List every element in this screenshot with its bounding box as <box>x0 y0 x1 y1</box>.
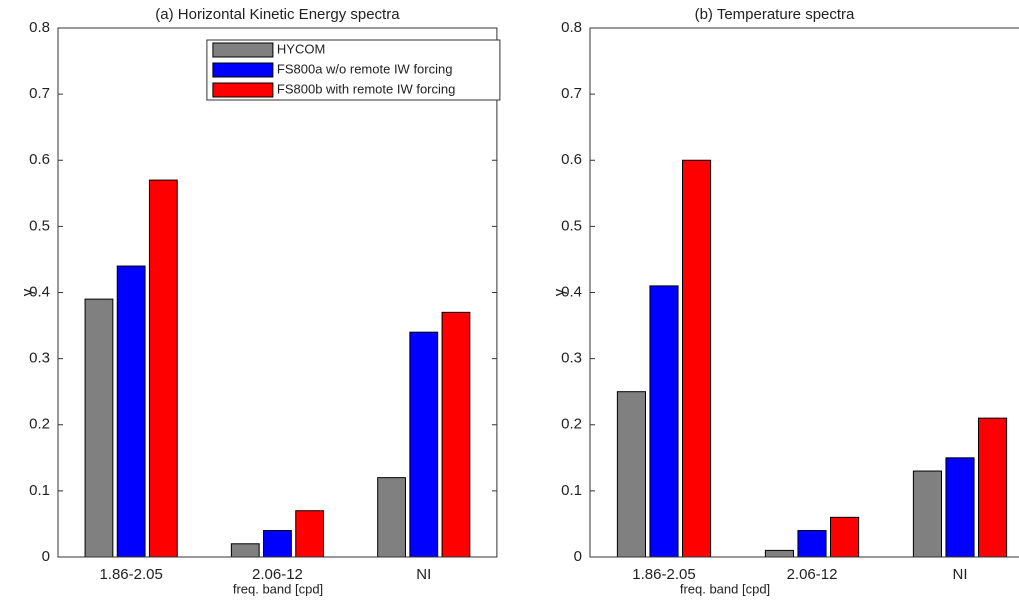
y-tick-label: 0.2 <box>561 416 582 433</box>
y-tick-label: 0.3 <box>561 350 582 367</box>
bar <box>649 285 679 558</box>
legend-label: FS800b with remote IW forcing <box>277 81 455 96</box>
y-tick-label: 0.5 <box>29 217 50 234</box>
x-tick-label: 1.86-2.05 <box>99 566 162 583</box>
bar <box>116 265 146 558</box>
y-tick-label: 0.8 <box>29 19 50 36</box>
bar <box>295 510 325 558</box>
legend-label: HYCOM <box>277 41 325 56</box>
y-tick-label: 0.6 <box>561 151 582 168</box>
y-tick-label: 0.3 <box>29 350 50 367</box>
legend-label: FS800a w/o remote IW forcing <box>277 61 453 76</box>
y-tick-label: 0 <box>574 548 582 565</box>
bar <box>616 391 647 558</box>
x-tick-label: 1.86-2.05 <box>632 566 695 583</box>
axes-frame <box>589 27 1019 558</box>
y-tick-label: 0.4 <box>29 283 50 300</box>
chart-title: (a) Horizontal Kinetic Energy spectra <box>155 6 400 23</box>
bar <box>978 417 1008 558</box>
y-tick-label: 0.7 <box>29 85 50 102</box>
y-tick-label: 0.7 <box>561 85 582 102</box>
x-axis-label: freq. band [cpd] <box>680 581 770 596</box>
chart-panel: (a) Horizontal Kinetic Energy spectra γ fr… <box>19 6 501 596</box>
y-tick-label: 0.5 <box>561 217 582 234</box>
y-axis-label: γ <box>551 288 568 296</box>
legend-swatch <box>212 62 274 78</box>
bar <box>377 477 406 558</box>
bar <box>830 516 860 558</box>
bar <box>263 530 292 558</box>
x-axis-label: freq. band [cpd] <box>233 581 323 596</box>
bar <box>764 549 795 558</box>
y-tick-label: 0.8 <box>561 19 582 36</box>
y-axis-label: γ <box>19 288 36 296</box>
legend-swatch <box>212 42 274 58</box>
y-tick-label: 0 <box>42 548 50 565</box>
legend: HYCOM FS800a w/o remote IW forcing FS800b … <box>206 39 501 101</box>
bar <box>230 543 260 558</box>
bar <box>912 470 943 558</box>
y-tick-label: 0.1 <box>561 482 582 499</box>
x-tick-label: NI <box>953 566 968 583</box>
bar <box>409 331 439 558</box>
bar <box>682 159 712 558</box>
y-tick-label: 0.1 <box>29 482 50 499</box>
y-tick-label: 0.4 <box>561 283 582 300</box>
bar <box>441 311 471 558</box>
chart-title: (b) Temperature spectra <box>695 6 855 23</box>
x-tick-label: 2.06-12 <box>252 566 303 583</box>
x-tick-label: NI <box>416 566 431 583</box>
axes-frame <box>57 27 498 558</box>
bar <box>148 179 178 558</box>
bar <box>797 530 827 558</box>
x-tick-label: 2.06-12 <box>787 566 838 583</box>
bar <box>945 457 975 558</box>
y-tick-label: 0.6 <box>29 151 50 168</box>
bar <box>84 298 114 558</box>
legend-swatch <box>212 82 274 98</box>
chart-panel: (b) Temperature spectra γ freq. band [cpd]… <box>551 6 1019 596</box>
y-tick-label: 0.2 <box>29 416 50 433</box>
